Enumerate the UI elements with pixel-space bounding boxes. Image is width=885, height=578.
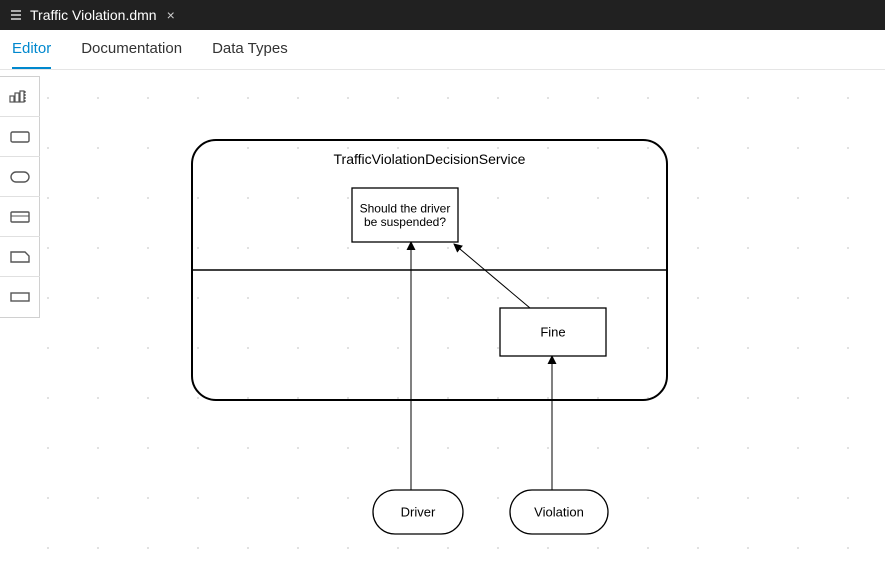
decision-node-suspend[interactable]: Should the driverbe suspended? <box>352 188 458 242</box>
tab-label: Documentation <box>81 40 182 57</box>
file-menu-icon[interactable] <box>10 9 22 21</box>
tab-editor[interactable]: Editor <box>12 30 51 69</box>
input-node-violation[interactable]: Violation <box>510 490 608 534</box>
node-label: Fine <box>540 325 565 340</box>
file-title: Traffic Violation.dmn <box>30 7 157 23</box>
tab-documentation[interactable]: Documentation <box>81 30 182 69</box>
tab-label: Data Types <box>212 40 288 57</box>
node-label: be suspended? <box>364 215 446 229</box>
decision-service-title: TrafficViolationDecisionService <box>334 151 526 167</box>
tab-data-types[interactable]: Data Types <box>212 30 288 69</box>
input-node-driver[interactable]: Driver <box>373 490 463 534</box>
decision-node-fine[interactable]: Fine <box>500 308 606 356</box>
information-requirement-edge[interactable] <box>454 244 530 308</box>
node-label: Violation <box>534 505 584 520</box>
titlebar: Traffic Violation.dmn × <box>0 0 885 30</box>
tab-bar: Editor Documentation Data Types <box>0 30 885 70</box>
diagram-canvas[interactable]: TrafficViolationDecisionService Should th… <box>0 70 885 572</box>
tab-label: Editor <box>12 40 51 57</box>
diagram-svg[interactable]: TrafficViolationDecisionService Should th… <box>0 70 885 572</box>
node-label: Driver <box>401 505 436 520</box>
node-label: Should the driver <box>360 201 451 215</box>
close-icon[interactable]: × <box>167 7 175 23</box>
